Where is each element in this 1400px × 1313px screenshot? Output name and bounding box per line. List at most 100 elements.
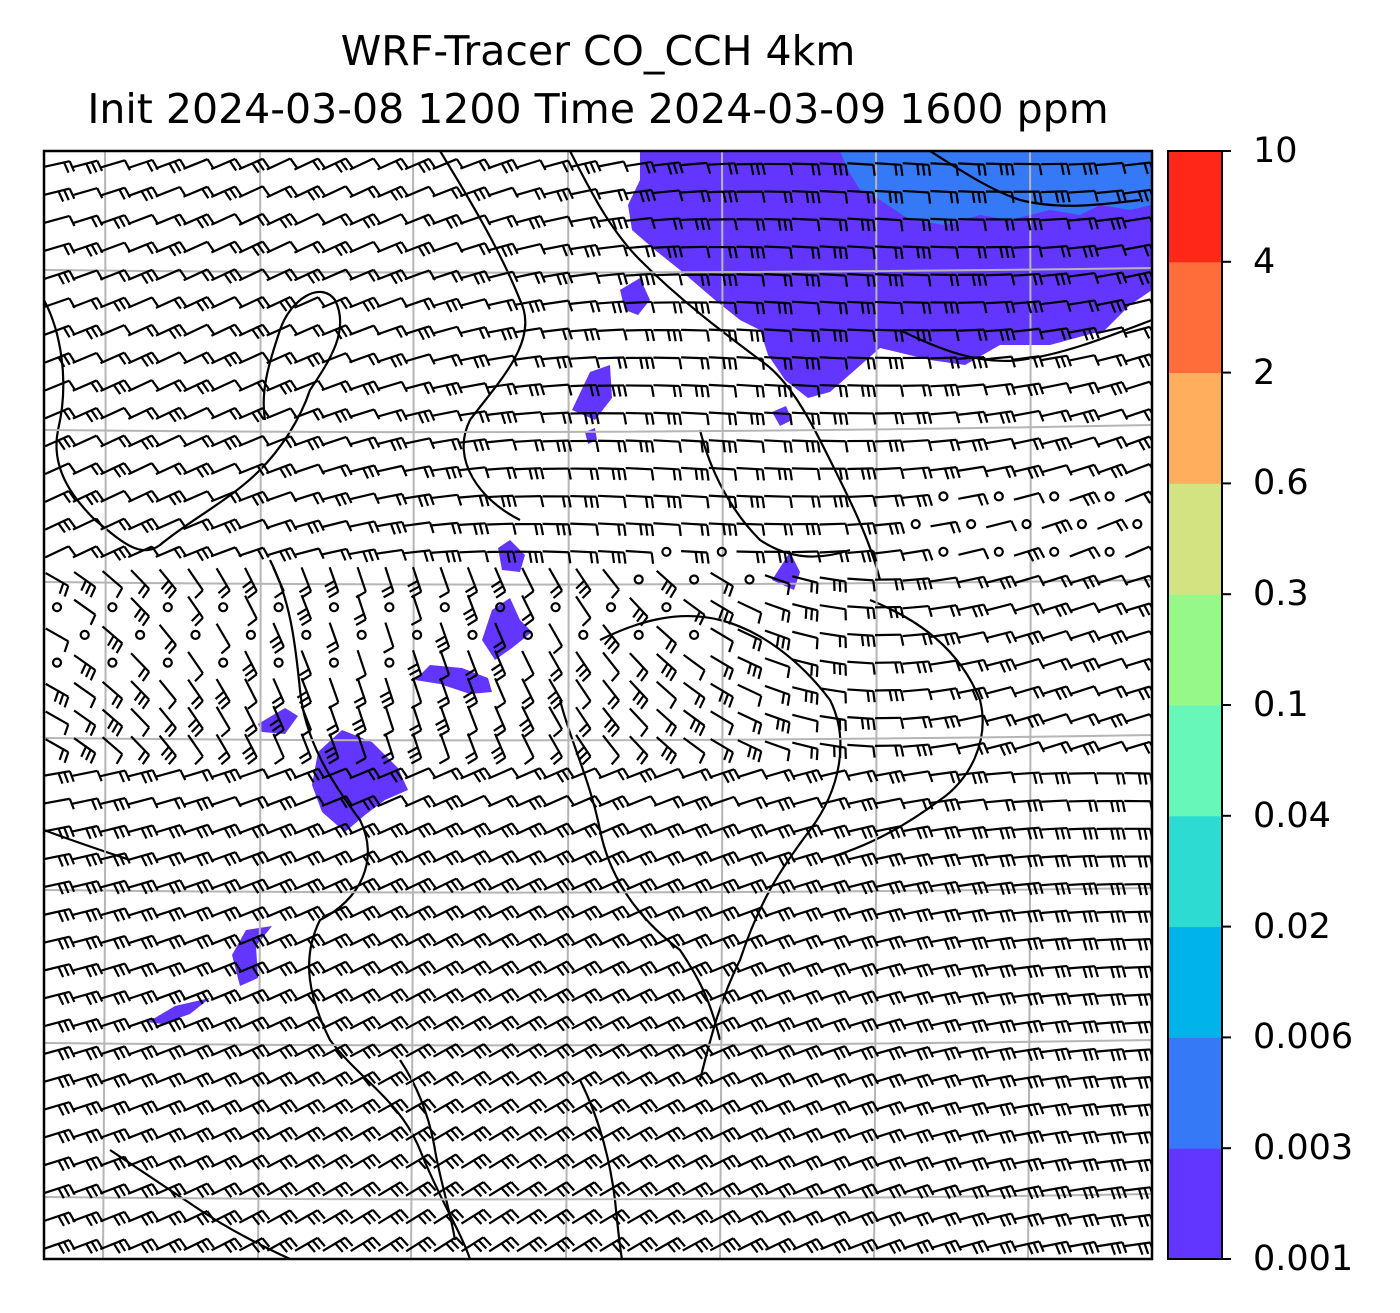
- wind-barb: [737, 656, 763, 680]
- wind-barb: [625, 356, 655, 370]
- wind-barb: [791, 439, 821, 453]
- wind-barb: [542, 495, 572, 508]
- wind-barb: [266, 933, 298, 949]
- wind-barb: [266, 823, 298, 839]
- calm-wind-marker: [301, 629, 312, 641]
- wind-barb: [737, 1044, 769, 1060]
- wind-barb: [432, 932, 465, 949]
- wind-barb: [930, 273, 960, 287]
- wind-barb: [127, 769, 159, 784]
- wind-barb: [294, 960, 326, 977]
- wind-barb: [1068, 299, 1100, 313]
- wind-barb: [791, 190, 821, 204]
- wind-barb: [321, 877, 354, 894]
- wind-barb: [681, 328, 710, 342]
- wind-barb: [183, 213, 215, 229]
- wind-barb: [902, 273, 932, 287]
- wind-barb: [376, 767, 409, 783]
- wind-barb: [570, 383, 600, 397]
- wind-barb: [542, 159, 575, 173]
- wind-barb: [376, 408, 408, 422]
- calm-wind-marker: [273, 602, 284, 613]
- meridian-line: [410, 151, 415, 1259]
- wind-barb: [244, 595, 258, 627]
- tracer-patch-6: [415, 665, 492, 694]
- wind-barb: [155, 1210, 187, 1226]
- wind-barb: [158, 707, 177, 738]
- wind-barb: [902, 825, 934, 840]
- wind-barb: [958, 1239, 990, 1255]
- wind-barb: [1068, 1240, 1100, 1255]
- wind-barb: [737, 600, 763, 624]
- wind-barb: [710, 571, 735, 598]
- wind-barb: [1096, 1158, 1128, 1172]
- wind-barb: [321, 491, 353, 507]
- wind-barb: [407, 566, 423, 599]
- wind-barb: [1124, 740, 1152, 755]
- wind-barb: [571, 988, 603, 1004]
- wind-barb: [597, 356, 628, 369]
- wind-barb: [547, 678, 563, 710]
- wind-barb: [626, 1071, 659, 1087]
- wind-barb: [626, 960, 658, 977]
- wind-barb: [487, 242, 519, 258]
- wind-barb: [575, 595, 592, 627]
- wind-barb: [958, 1212, 990, 1227]
- wind-barb: [819, 495, 849, 508]
- colorbar-band: [1168, 1148, 1222, 1260]
- wind-barb: [322, 1181, 354, 1198]
- wind-barb: [874, 439, 905, 453]
- calm-wind-marker: [79, 629, 90, 641]
- wind-barb: [875, 825, 907, 840]
- wind-barb: [819, 162, 849, 176]
- wind-barb: [819, 879, 852, 895]
- meridian-line: [102, 151, 107, 1259]
- wind-barb: [708, 190, 739, 203]
- wind-barb: [1013, 355, 1044, 368]
- wind-barb: [155, 213, 187, 227]
- wind-barb: [542, 355, 573, 369]
- wind-barb: [487, 522, 517, 535]
- wind-barb: [930, 853, 962, 868]
- wind-barb: [737, 711, 763, 735]
- wind-barb: [985, 991, 1017, 1006]
- wind-barb: [266, 1043, 298, 1060]
- wind-barb: [654, 1236, 686, 1253]
- wind-barb: [432, 877, 465, 894]
- wind-barb: [45, 710, 70, 736]
- wind-barb: [349, 960, 381, 977]
- wind-barb: [1041, 354, 1072, 369]
- wind-barb: [597, 467, 627, 481]
- wind-barb: [764, 162, 794, 176]
- wind-barb: [791, 383, 821, 398]
- wind-barb: [130, 652, 151, 682]
- wind-barb: [404, 521, 435, 534]
- wind-barb: [958, 190, 987, 204]
- wind-barb: [182, 906, 215, 922]
- wind-barb: [349, 1208, 382, 1225]
- wind-barb: [321, 933, 354, 949]
- wind-barb: [653, 494, 682, 509]
- wind-barb: [626, 933, 658, 949]
- wind-barb: [681, 1071, 714, 1088]
- wind-barb: [653, 822, 686, 839]
- wind-barb: [930, 1156, 962, 1172]
- wind-barb: [819, 189, 849, 204]
- wind-barb: [514, 522, 545, 536]
- wind-barb: [791, 495, 821, 508]
- wind-barb: [405, 987, 437, 1004]
- wind-barb: [958, 826, 989, 840]
- wind-barb: [515, 849, 548, 866]
- wind-barb: [958, 963, 989, 978]
- wind-barb: [819, 824, 851, 840]
- wind-barb: [515, 960, 548, 977]
- wind-barb: [1013, 909, 1044, 923]
- wind-barb: [764, 1210, 797, 1226]
- wind-barb: [625, 216, 656, 230]
- wind-barb: [71, 187, 104, 199]
- wind-barb: [847, 660, 876, 675]
- wind-barb: [265, 547, 298, 562]
- wind-barb: [515, 905, 548, 921]
- wind-barb: [183, 296, 215, 312]
- wind-barb: [432, 987, 465, 1004]
